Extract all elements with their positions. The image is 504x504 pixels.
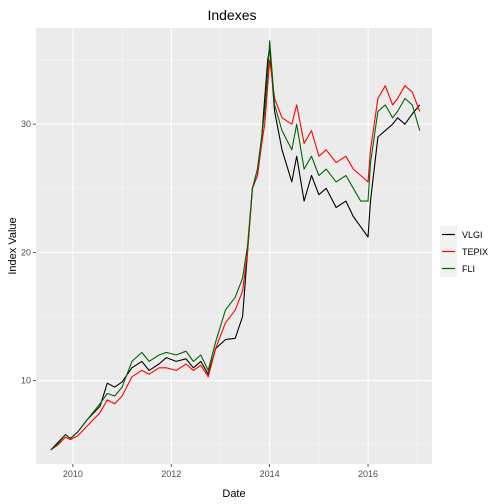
- minor-gridlines: [36, 28, 432, 464]
- major-gridlines: [36, 28, 432, 464]
- y-tick-label: 20: [21, 247, 31, 257]
- legend-label-vlgi: VLGI: [462, 230, 483, 240]
- x-tick-label: 2016: [358, 469, 378, 479]
- x-tick-label: 2014: [260, 469, 280, 479]
- series-line-fli: [50, 40, 421, 451]
- x-tick-label: 2012: [161, 469, 181, 479]
- plot-panel: [36, 28, 432, 464]
- series-lines: [50, 40, 421, 451]
- legend: VLGI TEPIX FLI: [440, 226, 488, 277]
- y-axis-title: Index Value: [7, 217, 19, 274]
- series-line-tepix: [50, 59, 421, 451]
- legend-label-tepix: TEPIX: [462, 247, 488, 257]
- x-axis: 2010 2012 2014 2016: [63, 464, 378, 479]
- legend-label-fli: FLI: [462, 264, 475, 274]
- y-tick-label: 10: [21, 376, 31, 386]
- y-axis: 10 20 30: [21, 119, 36, 386]
- x-tick-label: 2010: [63, 469, 83, 479]
- y-tick-label: 30: [21, 119, 31, 129]
- chart-title: Indexes: [207, 7, 256, 23]
- x-axis-title: Date: [222, 488, 245, 500]
